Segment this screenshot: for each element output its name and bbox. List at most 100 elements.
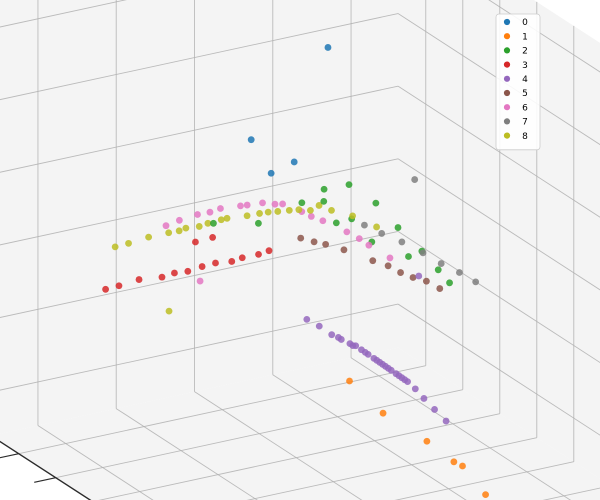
legend-item[interactable]: 0 bbox=[503, 18, 528, 28]
scatter-point bbox=[372, 199, 380, 207]
scatter-point bbox=[297, 234, 305, 242]
legend-item[interactable]: 2 bbox=[503, 47, 528, 57]
scatter-point bbox=[247, 136, 255, 144]
scatter-point bbox=[355, 235, 363, 243]
scatter-point bbox=[379, 409, 387, 417]
scatter-point bbox=[102, 285, 109, 293]
scatter-point bbox=[420, 395, 428, 402]
scatter-point bbox=[158, 273, 166, 281]
scatter-point bbox=[340, 246, 348, 254]
legend-marker-3 bbox=[503, 61, 511, 68]
scatter-point bbox=[436, 285, 444, 292]
scatter-point bbox=[419, 249, 427, 257]
legend-label-1: 1 bbox=[522, 32, 528, 42]
scatter-point bbox=[259, 199, 266, 207]
scatter-point bbox=[290, 158, 298, 166]
scatter-point bbox=[212, 259, 219, 267]
scatter-point bbox=[328, 206, 335, 214]
scatter-point bbox=[422, 277, 430, 285]
scatter-point bbox=[223, 214, 231, 222]
scatter-point bbox=[115, 282, 123, 290]
legend-frame bbox=[495, 13, 541, 151]
legend-label-5: 5 bbox=[522, 89, 528, 99]
scatter-point bbox=[265, 247, 273, 255]
scatter-point bbox=[431, 406, 438, 413]
legend-item[interactable]: 7 bbox=[503, 118, 528, 128]
scatter-point bbox=[279, 200, 287, 208]
scatter-point bbox=[320, 197, 328, 205]
scatter-point bbox=[209, 234, 217, 241]
scatter-point bbox=[378, 230, 386, 237]
scatter-point bbox=[320, 185, 328, 193]
scatter-point bbox=[384, 262, 392, 270]
legend[interactable]: 0 1 2 3 4 5 6 7 8 bbox=[495, 13, 541, 151]
data-points bbox=[102, 44, 489, 499]
scatter-point bbox=[165, 307, 173, 315]
scatter-point bbox=[195, 223, 203, 230]
scatter-point bbox=[456, 269, 463, 276]
scatter-point bbox=[319, 217, 327, 225]
scatter-point bbox=[459, 462, 466, 470]
legend-item[interactable]: 4 bbox=[503, 75, 528, 85]
scatter-point bbox=[343, 228, 351, 236]
scatter-point bbox=[175, 216, 183, 224]
scatter-point bbox=[217, 216, 225, 224]
scatter-point bbox=[165, 229, 173, 237]
scatter-point bbox=[373, 223, 380, 231]
scatter-point bbox=[415, 272, 423, 280]
scatter-point bbox=[192, 238, 199, 246]
legend-label-8: 8 bbox=[522, 132, 528, 142]
scatter-point bbox=[256, 210, 263, 217]
axis-spines bbox=[0, 440, 92, 500]
legend-item[interactable]: 3 bbox=[503, 61, 528, 71]
scatter-point bbox=[446, 279, 453, 287]
scatter-point bbox=[361, 348, 369, 356]
scatter-point bbox=[198, 263, 206, 270]
scatter-point bbox=[370, 354, 378, 362]
scatter-point bbox=[335, 334, 342, 341]
legend-marker-2 bbox=[503, 47, 511, 54]
scatter-point bbox=[310, 238, 318, 246]
legend-marker-1 bbox=[503, 33, 511, 40]
scatter-point bbox=[328, 331, 336, 339]
scatter-point bbox=[482, 491, 489, 499]
legend-label-0: 0 bbox=[522, 18, 528, 28]
legend-item[interactable]: 6 bbox=[503, 103, 528, 113]
legend-marker-7 bbox=[503, 118, 511, 125]
legend-marker-0 bbox=[503, 18, 511, 26]
scatter-point bbox=[255, 250, 262, 258]
scatter-point bbox=[450, 458, 458, 466]
legend-label-4: 4 bbox=[522, 75, 528, 85]
scatter-point bbox=[394, 224, 402, 231]
scatter-point bbox=[345, 181, 353, 189]
legend-item[interactable]: 8 bbox=[503, 132, 528, 142]
scatter-point bbox=[217, 205, 224, 212]
scatter-point bbox=[243, 201, 251, 209]
scatter-point bbox=[423, 437, 431, 445]
scatter-point bbox=[238, 254, 246, 262]
scatter-point bbox=[392, 370, 400, 378]
legend-item[interactable]: 1 bbox=[503, 32, 528, 42]
scatter-point bbox=[267, 169, 275, 177]
scatter-point bbox=[346, 340, 354, 348]
scatter-point bbox=[398, 238, 406, 246]
scatter-point bbox=[271, 200, 279, 208]
scatter-point bbox=[315, 322, 323, 330]
scatter-point bbox=[307, 213, 315, 220]
scatter-point bbox=[298, 199, 306, 207]
scatter-point bbox=[210, 219, 217, 227]
scatter-point bbox=[397, 269, 404, 276]
scatter-point bbox=[434, 266, 442, 274]
scatter-point bbox=[411, 176, 419, 183]
scatter-point bbox=[352, 342, 360, 350]
scatter-point bbox=[295, 206, 303, 214]
scatter-point bbox=[194, 211, 201, 218]
scatter-point bbox=[442, 417, 450, 425]
scatter-point bbox=[135, 276, 143, 283]
legend-marker-5 bbox=[503, 89, 511, 97]
legend-item[interactable]: 5 bbox=[503, 89, 528, 99]
legend-label-7: 7 bbox=[522, 118, 528, 128]
